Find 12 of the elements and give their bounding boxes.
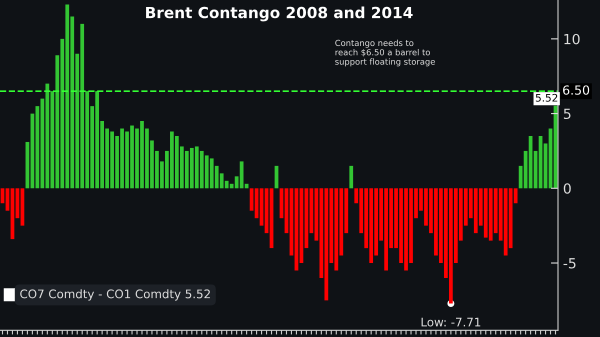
- chart-title: Brent Contango 2008 and 2014: [146, 6, 413, 22]
- annotation: Low: -7.71: [422, 318, 480, 327]
- y-tick-label: 0: [564, 183, 571, 194]
- bar: [274, 166, 278, 188]
- annotation: Contango needs to reach $6.50 a barrel to support floating storage: [335, 40, 435, 66]
- bar: [349, 166, 354, 188]
- y-tick-label: -5: [564, 258, 576, 268]
- y-tick-label: 5: [564, 108, 570, 120]
- data-label: 5.52: [536, 94, 558, 102]
- ref-line-label: 6.50: [563, 85, 590, 95]
- annotation: CO7 Comdty - CO1 Comdty 5.52: [20, 289, 210, 301]
- y-tick-label: 10: [564, 34, 580, 44]
